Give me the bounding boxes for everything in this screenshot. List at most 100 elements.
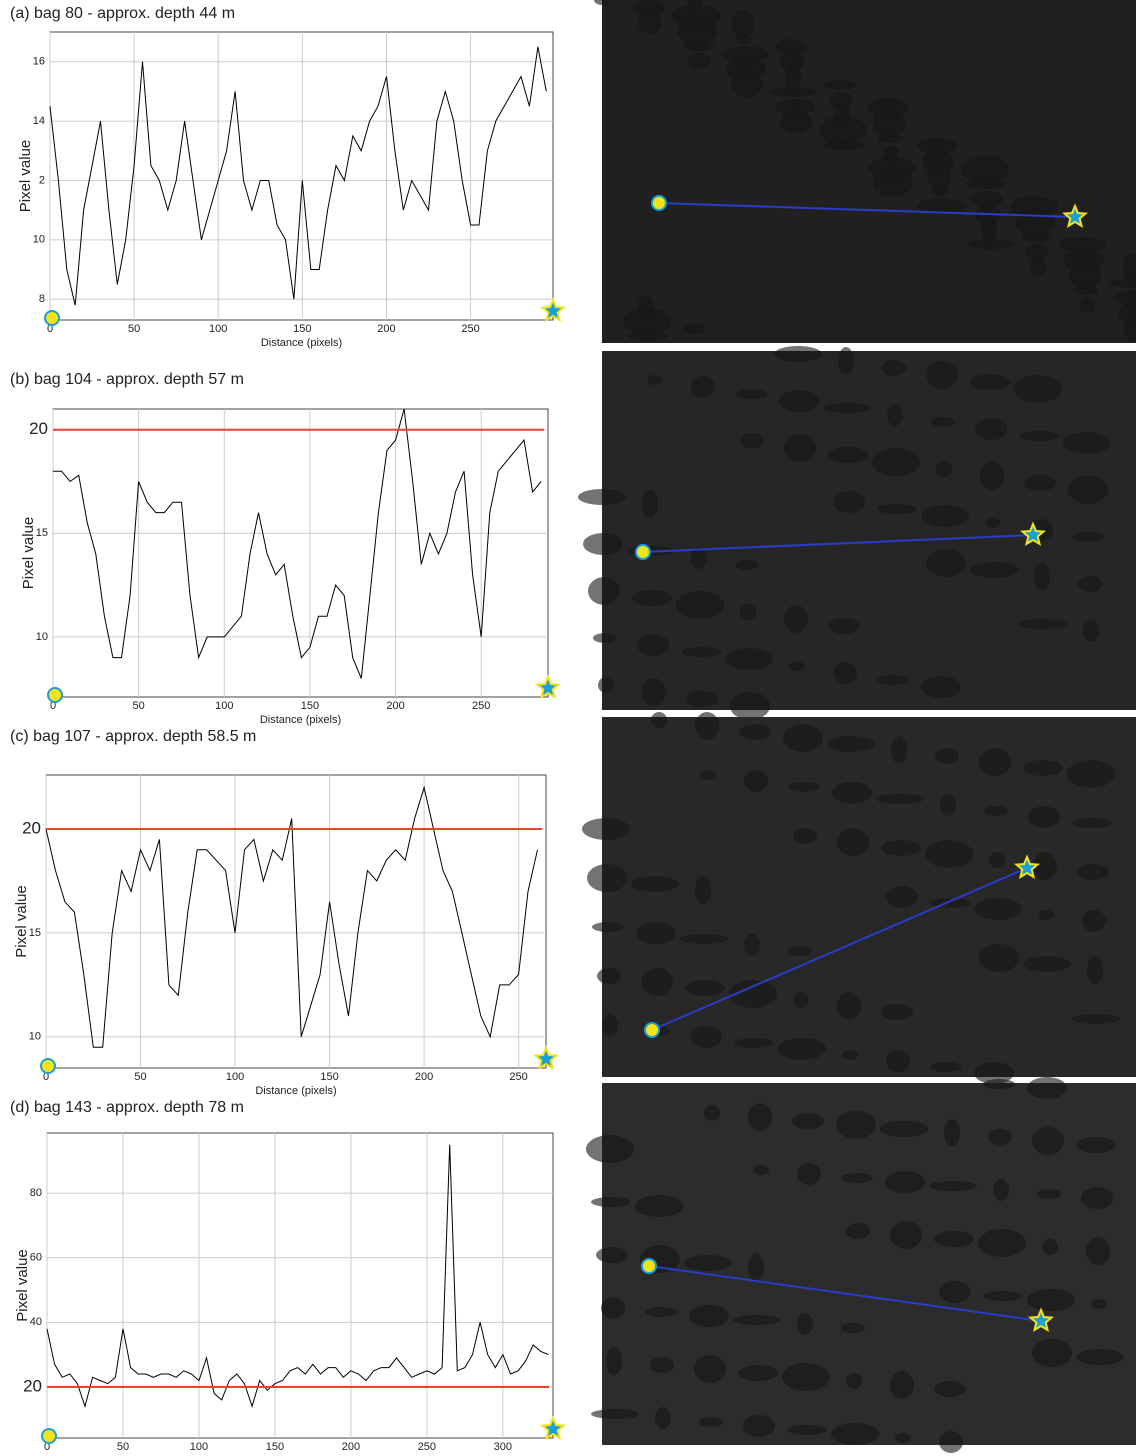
- x-tick-label: 150: [301, 700, 319, 712]
- photo-texture: [687, 0, 703, 9]
- photo-texture: [597, 968, 621, 984]
- photo-texture: [700, 770, 716, 780]
- photo-texture: [1030, 256, 1046, 278]
- photo-texture: [836, 1111, 876, 1139]
- photo-texture: [971, 191, 1003, 207]
- photo-texture: [980, 462, 1004, 490]
- photo-texture: [591, 1409, 639, 1419]
- photo-texture: [690, 1026, 722, 1048]
- photo-texture: [1087, 956, 1103, 984]
- photo-texture: [827, 736, 875, 752]
- photo-texture: [1019, 619, 1067, 629]
- photo-texture: [775, 39, 807, 55]
- photo-texture: [1118, 302, 1136, 324]
- photo-texture: [645, 1307, 677, 1317]
- end-marker: [539, 297, 567, 323]
- x-tick-label: 250: [418, 1441, 436, 1453]
- photo-texture: [974, 898, 1022, 920]
- photo-texture: [1081, 1187, 1113, 1209]
- photo-texture: [602, 1014, 618, 1036]
- photo-texture: [647, 375, 663, 385]
- x-tick-label: 250: [472, 700, 490, 712]
- photo-texture: [883, 145, 899, 161]
- photo-texture: [793, 992, 809, 1008]
- photo-texture: [1059, 237, 1107, 253]
- photo-texture: [876, 794, 924, 804]
- x-tick-label: 100: [190, 1441, 208, 1453]
- photo-texture: [921, 676, 961, 698]
- photo-texture: [606, 1347, 622, 1375]
- photo-texture: [753, 1165, 769, 1175]
- photo-texture: [1079, 297, 1095, 313]
- photo-texture: [735, 389, 767, 399]
- photo-texture: [979, 748, 1011, 776]
- photo-texture: [642, 490, 658, 518]
- chart-title: (b) bag 104 - approx. depth 57 m: [10, 371, 244, 388]
- photo-texture: [978, 1229, 1026, 1257]
- photo-texture: [744, 934, 760, 956]
- photo-texture: [1032, 1339, 1072, 1367]
- profile-line: [658, 202, 1076, 218]
- end-marker: [1027, 1307, 1055, 1332]
- photo-texture: [993, 1179, 1009, 1201]
- x-tick-label: 200: [342, 1441, 360, 1453]
- x-tick-label: 0: [44, 1441, 50, 1453]
- start-marker: [41, 1428, 57, 1444]
- photo-texture: [1028, 806, 1060, 828]
- x-tick-label: 0: [47, 323, 53, 335]
- photo-texture: [687, 53, 711, 69]
- photo-texture: [921, 505, 969, 527]
- y-tick-label: 20: [29, 419, 48, 438]
- photo-texture: [638, 295, 654, 317]
- start-marker: [44, 310, 60, 326]
- x-tick-label: 250: [461, 323, 479, 335]
- photo-texture: [1038, 910, 1054, 920]
- photo-texture: [744, 770, 768, 792]
- photo-texture: [886, 886, 918, 908]
- photo-texture: [685, 980, 725, 996]
- photo-texture: [824, 80, 856, 90]
- photo-texture: [788, 782, 820, 792]
- y-tick-label: 15: [29, 927, 41, 939]
- photo-texture: [783, 724, 823, 752]
- photo-texture: [934, 1231, 974, 1247]
- profile-line: [651, 867, 1028, 1031]
- photo-texture: [985, 518, 1001, 528]
- x-tick-label: 100: [209, 323, 227, 335]
- end-marker: [1013, 854, 1041, 879]
- y-tick-label: 80: [30, 1187, 42, 1199]
- photo-texture: [988, 1129, 1012, 1145]
- photo-texture: [1025, 244, 1049, 260]
- x-tick-label: 100: [226, 1071, 244, 1083]
- photo-texture: [979, 944, 1019, 972]
- photo-texture: [583, 533, 623, 555]
- photo-texture: [734, 1038, 774, 1048]
- photo-texture: [699, 1417, 723, 1427]
- photo-texture: [1019, 431, 1059, 441]
- x-tick-label: 50: [128, 323, 140, 335]
- photo-texture: [1072, 1014, 1120, 1024]
- photo-texture: [831, 1423, 879, 1445]
- x-axis-label: Distance (pixels): [255, 1085, 336, 1097]
- photo-texture: [1077, 864, 1109, 880]
- photo-texture: [930, 1062, 962, 1072]
- photo-texture: [838, 347, 854, 375]
- photo-texture: [780, 111, 812, 133]
- photo-texture: [1113, 290, 1136, 306]
- y-tick-label: 8: [39, 293, 45, 305]
- photo-texture: [638, 12, 662, 34]
- photo-texture: [940, 794, 956, 816]
- photo-texture: [788, 946, 812, 956]
- photo-texture: [743, 1415, 775, 1437]
- y-tick-label: 60: [30, 1252, 42, 1264]
- photo-texture: [601, 1297, 625, 1319]
- y-tick-label: 16: [33, 56, 45, 68]
- photo-texture: [829, 92, 853, 108]
- photo-texture: [631, 876, 679, 892]
- photo-texture: [680, 934, 728, 944]
- photo-texture: [704, 1105, 720, 1121]
- photo-texture: [721, 46, 769, 62]
- photo-texture: [793, 828, 817, 844]
- photo-texture: [934, 1381, 966, 1397]
- end-marker: [539, 1415, 567, 1440]
